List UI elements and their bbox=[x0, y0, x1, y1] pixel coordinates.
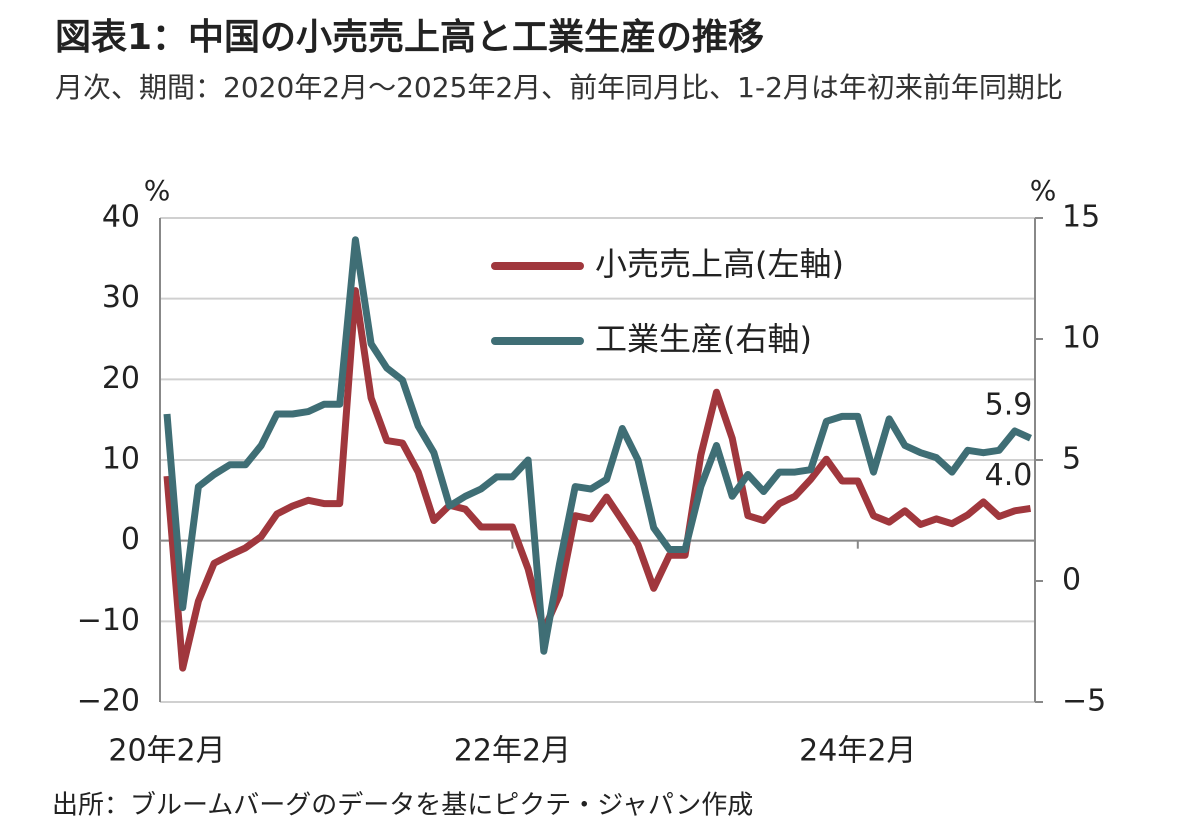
series-line bbox=[163, 287, 1032, 672]
y-axis-unit: % bbox=[144, 174, 171, 207]
y-tick-label: −10 bbox=[77, 603, 140, 638]
x-tick-label: 20年2月 bbox=[108, 734, 225, 769]
y2-tick-label: −5 bbox=[1062, 684, 1106, 719]
y-tick-label: −20 bbox=[77, 684, 140, 719]
legend-label: 小売売上高(左軸) bbox=[595, 245, 844, 283]
y-tick-label: 30 bbox=[102, 280, 140, 315]
x-tick-label: 22年2月 bbox=[454, 734, 571, 769]
y2-tick-label: 15 bbox=[1062, 200, 1100, 235]
y2-axis-unit: % bbox=[1030, 174, 1057, 207]
series-line bbox=[163, 236, 1032, 655]
y-tick-label: 40 bbox=[102, 200, 140, 235]
y-tick-label: 10 bbox=[102, 442, 140, 477]
y2-tick-label: 0 bbox=[1062, 563, 1081, 598]
header: 図表1：中国の小売売上高と工業生産の推移 月次、期間：2020年2月～2025年… bbox=[55, 12, 1115, 112]
y-tick-label: 20 bbox=[102, 361, 140, 396]
chart-subtitle: 月次、期間：2020年2月～2025年2月、前年同月比、1-2月は年初来前年同期… bbox=[55, 71, 1063, 104]
chart-title: 図表1：中国の小売売上高と工業生産の推移 bbox=[55, 17, 765, 58]
source-note: 出所：ブルームバーグのデータを基にピクテ・ジャパン作成 bbox=[52, 791, 753, 821]
y-tick-label: 0 bbox=[121, 522, 140, 557]
data-label: 4.0 bbox=[985, 458, 1033, 493]
data-label: 5.9 bbox=[985, 388, 1033, 423]
x-tick-label: 24年2月 bbox=[799, 734, 916, 769]
y2-tick-label: 5 bbox=[1062, 442, 1081, 477]
y2-tick-label: 10 bbox=[1062, 321, 1100, 356]
legend-label: 工業生産(右軸) bbox=[595, 320, 812, 358]
